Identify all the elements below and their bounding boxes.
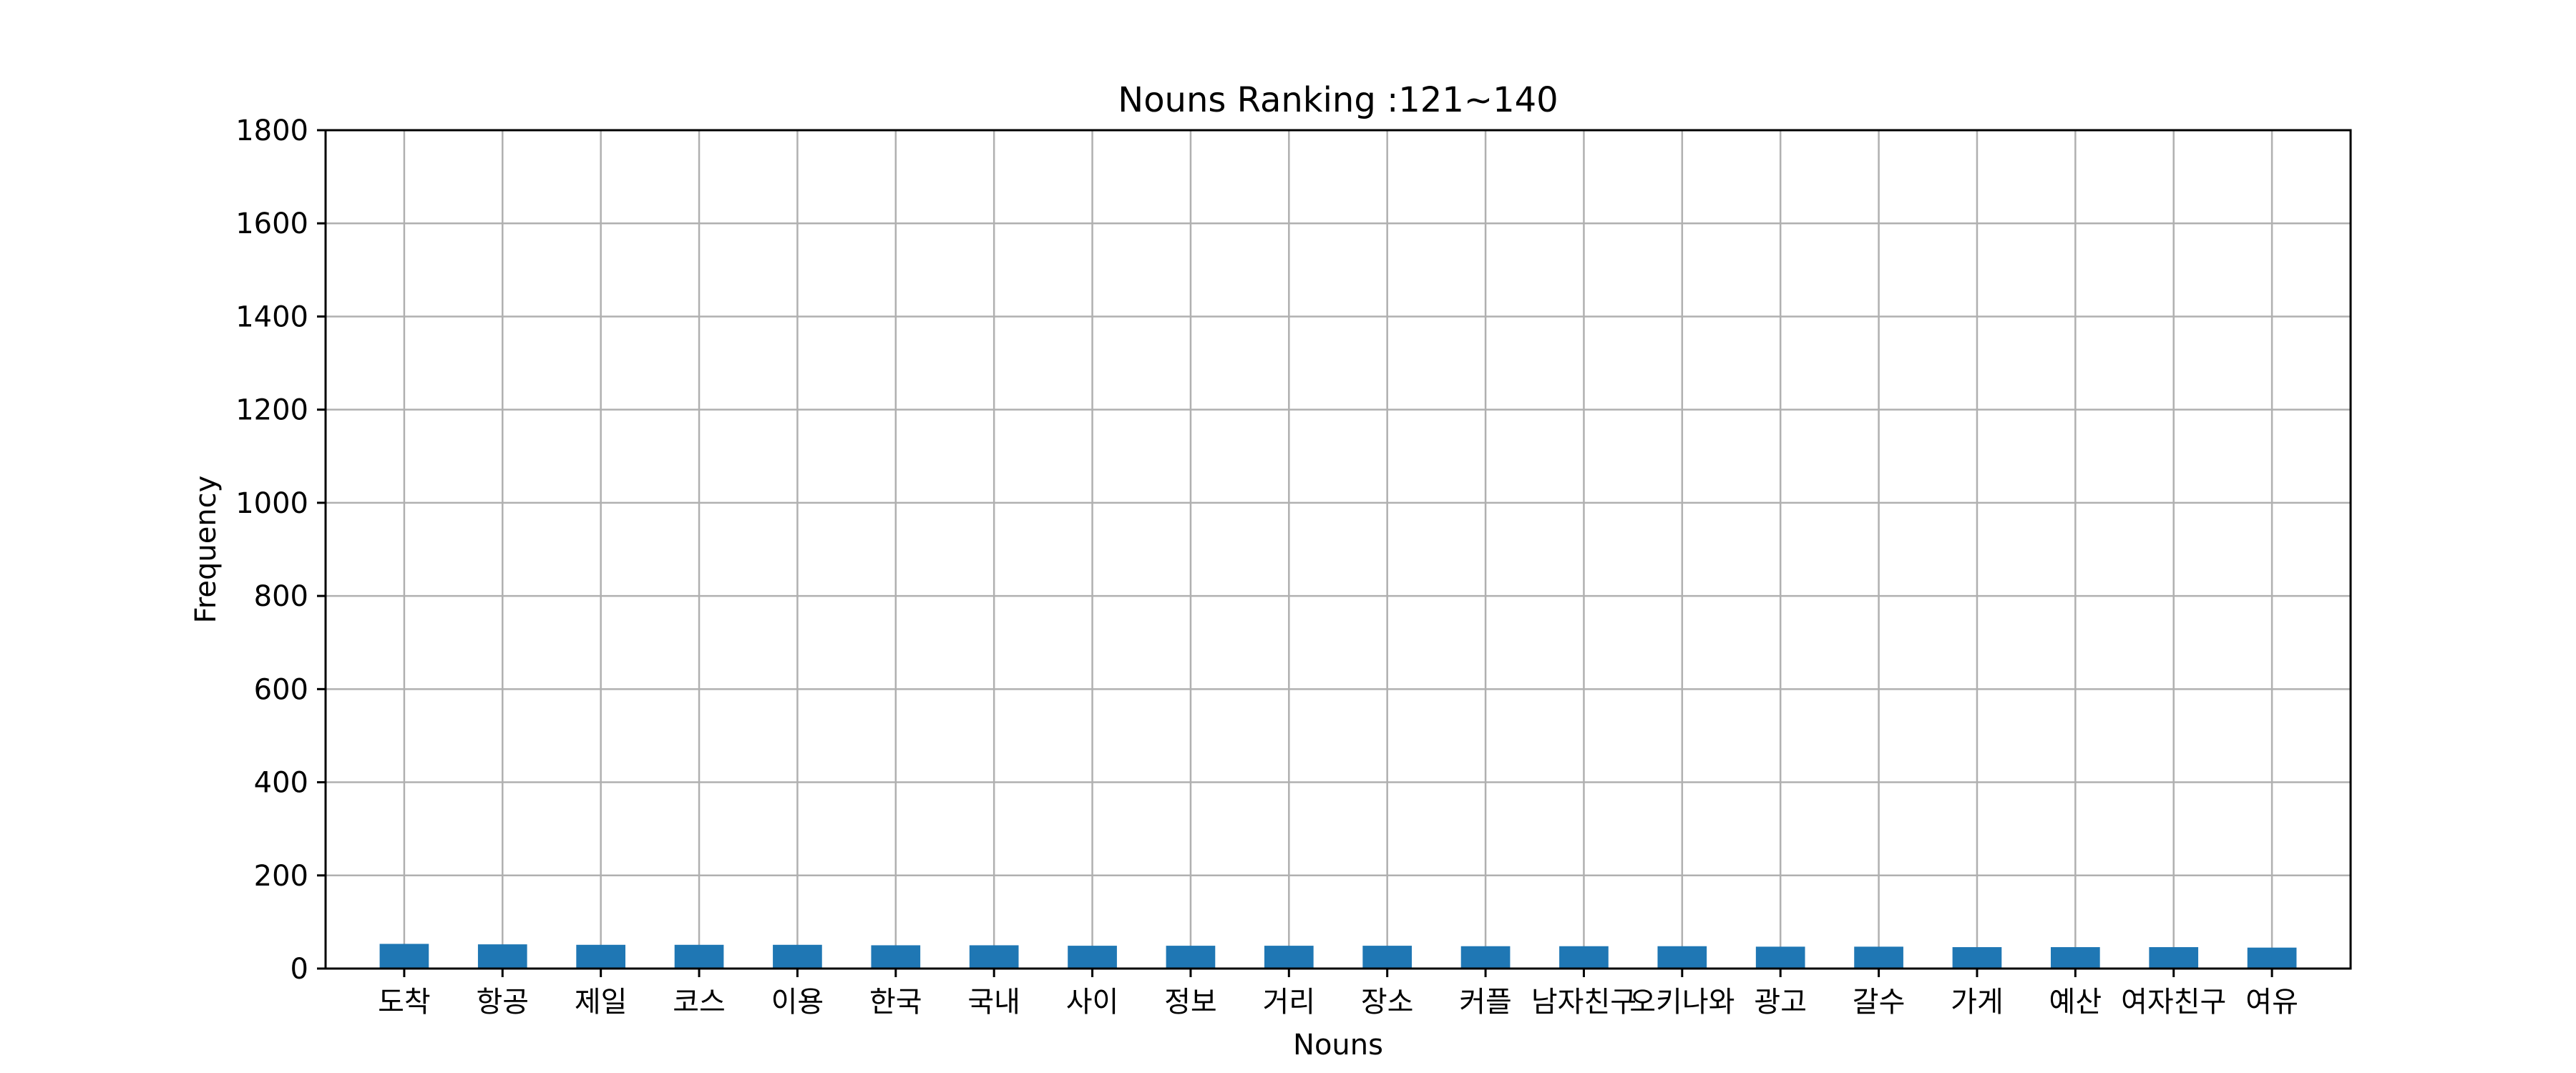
x-tick-label: 항공 [476,986,529,1019]
y-tick-label: 1200 [235,394,308,427]
x-tick-label: 도착 [378,986,431,1019]
bar [773,944,822,969]
bar [576,944,626,969]
y-tick-label: 1800 [235,114,308,147]
bar [2247,947,2297,969]
bar [1952,947,2002,969]
x-tick-label: 여자친구 [2121,986,2226,1019]
bar [1166,946,1216,969]
y-tick-label: 800 [254,580,308,613]
x-tick-label: 예산 [2049,986,2102,1019]
plot-area-frame [324,129,2352,970]
grid [326,129,2351,970]
x-axis-label: Nouns [1293,1029,1383,1062]
y-tick-label: 0 [291,953,308,986]
bar [1460,946,1511,969]
x-tick-label: 장소 [1361,986,1414,1019]
x-tick-label: 국내 [967,986,1020,1019]
bar [477,944,527,969]
chart-title: Nouns Ranking :121~140 [1118,80,1558,120]
bars [379,944,2297,969]
bar [674,944,724,969]
y-tick-label: 1600 [235,207,308,240]
x-tick-label: 갈수 [1853,986,1906,1019]
x-tick-label: 커플 [1459,986,1512,1019]
bar [379,944,429,969]
bar [1854,946,1903,969]
x-tick-label: 이용 [771,986,824,1019]
y-tick-label: 200 [254,860,308,893]
bar [1755,946,1805,969]
x-tick-label: 오키나와 [1629,986,1735,1019]
x-tick-label: 여유 [2245,986,2298,1019]
bar [969,945,1019,969]
x-tick-label: 한국 [869,986,922,1019]
bar [871,945,921,969]
bar [2149,947,2199,969]
y-tick-label: 600 [254,673,308,706]
x-tick-label: 광고 [1754,986,1807,1019]
y-tick-label: 400 [254,767,308,800]
x-tick-label: 코스 [673,986,726,1019]
x-tick-label: 거리 [1263,986,1316,1019]
bar [1264,946,1314,969]
bar [1362,946,1413,969]
x-tick-label: 제일 [575,986,628,1019]
y-tick-label: 1400 [235,300,308,333]
bar [1657,946,1707,969]
bar [1068,946,1117,969]
y-axis-ticks: 0 200 400 600 800 1000 1200 1400 1600 1800 [235,114,326,986]
x-tick-label: 사이 [1066,986,1119,1019]
y-tick-label: 1000 [235,487,308,520]
x-tick-label: 가게 [1951,986,2004,1019]
bar [1559,946,1609,969]
x-tick-label: 남자친구 [1531,986,1636,1019]
bar [2050,947,2100,969]
y-axis-label: Frequency [190,476,223,624]
x-tick-label: 정보 [1164,986,1217,1019]
